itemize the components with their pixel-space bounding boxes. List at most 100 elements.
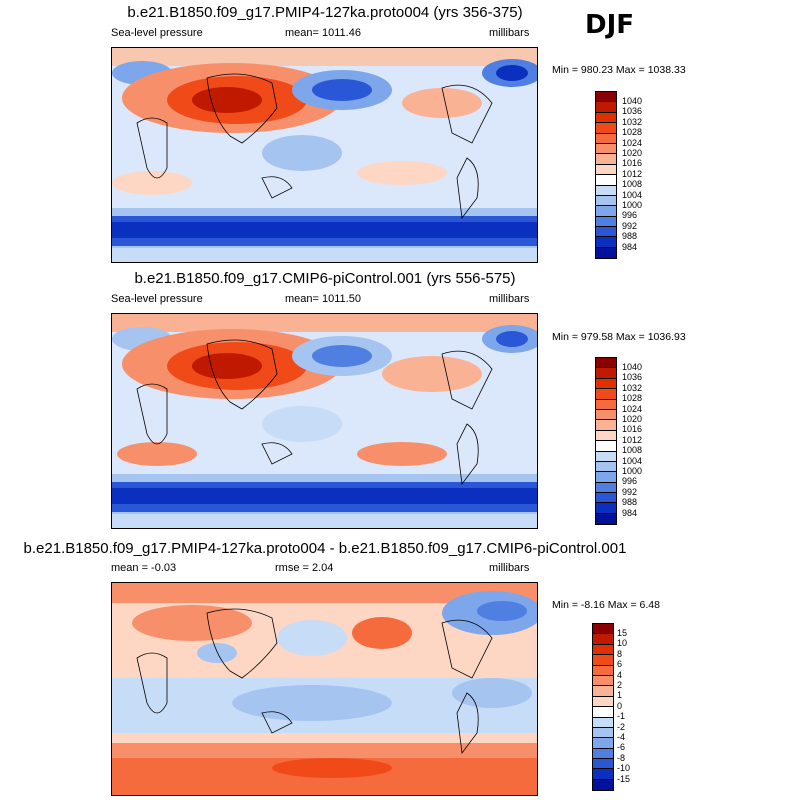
colorbar-tick-label: -8 <box>617 752 626 763</box>
colorbar-swatch <box>593 759 613 770</box>
colorbar-swatch <box>596 378 616 390</box>
colorbar-swatch <box>593 644 613 656</box>
colorbar-swatch <box>596 216 616 228</box>
colorbar-tick-label: 996 <box>622 476 638 487</box>
colorbar-tick-label: 1016 <box>622 158 643 169</box>
colorbar-swatch <box>593 717 613 728</box>
colorbar-swatch <box>596 399 616 410</box>
colorbar-tick-label: 988 <box>622 497 638 508</box>
diff-map <box>111 582 538 796</box>
colorbar-swatch <box>596 247 616 259</box>
colorbar-tick-label: 988 <box>622 231 638 242</box>
mean-label: mean= 1011.50 <box>285 293 361 305</box>
colorbar-tick-label: -1 <box>617 711 626 722</box>
colorbar-swatch <box>596 409 616 421</box>
colorbar-tick-label: 1028 <box>622 393 643 404</box>
slp-field <box>112 48 537 262</box>
colorbar-swatch <box>596 227 616 238</box>
colorbar-swatch <box>596 133 616 144</box>
colorbar-tick-label: 2 <box>617 679 623 690</box>
colorbar-tick-label: 1040 <box>622 95 643 106</box>
units-label: millibars <box>489 27 530 39</box>
colorbar-swatch <box>593 686 613 697</box>
slp-map <box>111 47 538 263</box>
colorbar-tick-label: 1 <box>617 690 623 701</box>
colorbar-swatch <box>596 237 616 248</box>
colorbar-tick-label: 1024 <box>622 403 643 414</box>
colorbar-tick-label: 6 <box>617 659 623 670</box>
variable-label: Sea-level pressure <box>111 27 203 39</box>
colorbar-tick-label: 1032 <box>622 116 643 127</box>
colorbar <box>595 91 617 260</box>
colorbar-tick-label: 992 <box>622 486 638 497</box>
colorbar-swatch <box>596 461 616 473</box>
colorbar-swatch <box>593 665 613 676</box>
colorbar-swatches <box>596 358 616 525</box>
colorbar-swatches <box>596 92 616 259</box>
colorbar-tick-label: 1000 <box>622 465 643 476</box>
colorbar-swatches <box>593 624 613 791</box>
colorbar-swatch <box>596 206 616 217</box>
colorbar-swatch <box>593 696 613 708</box>
colorbar-swatch <box>593 624 613 635</box>
slp-map <box>111 313 538 529</box>
colorbar-swatch <box>596 503 616 514</box>
colorbar-tick-label: 1020 <box>622 147 643 158</box>
colorbar-swatch <box>596 123 616 134</box>
min-max-label: Min = 979.58 Max = 1036.93 <box>552 331 686 343</box>
colorbar-tick-label: 992 <box>622 220 638 231</box>
colorbar-swatch <box>593 779 613 791</box>
min-max-label: Min = -8.16 Max = 6.48 <box>552 599 660 611</box>
colorbar-swatch <box>593 634 613 645</box>
colorbar-swatch <box>596 175 616 186</box>
colorbar-tick-label: 996 <box>622 210 638 221</box>
colorbar-swatch <box>596 185 616 196</box>
colorbar-swatch <box>596 430 616 442</box>
colorbar-swatch <box>596 112 616 124</box>
colorbar-swatch <box>593 769 613 780</box>
colorbar-tick-label: 984 <box>622 507 638 518</box>
colorbar-swatch <box>596 389 616 400</box>
season-label: DJF <box>585 10 635 40</box>
units-label: millibars <box>489 293 530 305</box>
colorbar-swatch <box>596 154 616 165</box>
colorbar-tick-label: 1020 <box>622 413 643 424</box>
slp-field <box>112 314 537 528</box>
colorbar-tick-label: 1008 <box>622 179 643 190</box>
colorbar-tick-label: 1012 <box>622 168 643 179</box>
colorbar-tick-label: 1000 <box>622 199 643 210</box>
colorbar-tick-label: -6 <box>617 742 626 753</box>
colorbar-swatch <box>596 164 616 176</box>
colorbar-tick-label: 1036 <box>622 372 643 383</box>
mean-label: mean= 1011.46 <box>285 27 361 39</box>
colorbar-tick-label: -15 <box>617 773 631 784</box>
colorbar-tick-label: -4 <box>617 731 626 742</box>
colorbar-swatch <box>593 655 613 666</box>
colorbar-tick-label: 984 <box>622 241 638 252</box>
mean-label: mean = -0.03 <box>111 562 177 574</box>
colorbar-tick-label: 1004 <box>622 189 643 200</box>
colorbar-swatch <box>596 143 616 155</box>
rmse-label: rmse = 2.04 <box>275 562 334 574</box>
colorbar-swatch <box>596 513 616 525</box>
panel-title: b.e21.B1850.f09_g17.CMIP6-piControl.001 … <box>134 270 516 287</box>
colorbar-swatch <box>596 92 616 103</box>
diff-field <box>112 583 537 795</box>
colorbar-swatch <box>593 727 613 739</box>
colorbar-tick-label: 1028 <box>622 127 643 138</box>
colorbar-tick-label: 4 <box>617 669 623 680</box>
colorbar <box>595 357 617 526</box>
colorbar-swatch <box>596 358 616 369</box>
colorbar-swatch <box>596 472 616 483</box>
colorbar-tick-label: -2 <box>617 721 626 732</box>
colorbar-swatch <box>593 707 613 718</box>
colorbar-swatch <box>596 441 616 452</box>
colorbar-tick-label: 1036 <box>622 106 643 117</box>
colorbar-tick-label: 1004 <box>622 455 643 466</box>
colorbar-tick-label: 1008 <box>622 445 643 456</box>
colorbar-swatch <box>596 368 616 379</box>
min-max-label: Min = 980.23 Max = 1038.33 <box>552 64 686 76</box>
variable-label: Sea-level pressure <box>111 293 203 305</box>
colorbar-swatch <box>596 451 616 462</box>
colorbar-tick-label: 1016 <box>622 424 643 435</box>
